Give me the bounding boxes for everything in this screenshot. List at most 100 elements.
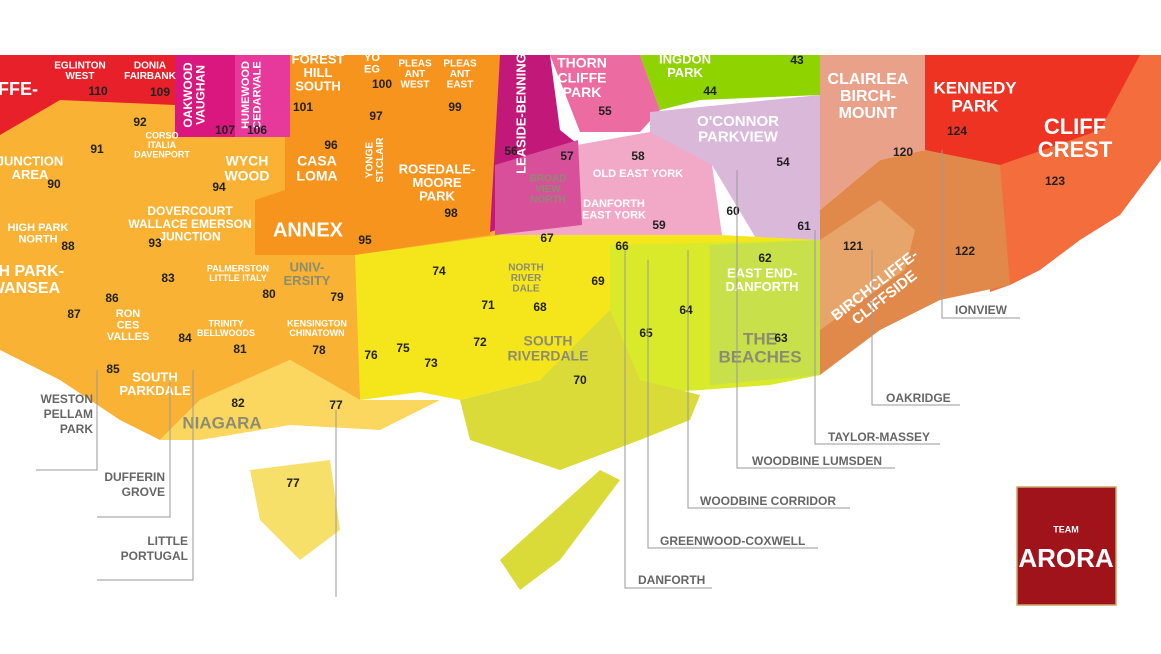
island: [500, 470, 620, 590]
label-line: AREA: [12, 167, 49, 182]
region-number: 60: [726, 204, 740, 218]
region-number: 97: [369, 109, 383, 123]
region-number: 58: [631, 149, 645, 163]
region-number: 66: [615, 239, 629, 253]
region-number: 75: [396, 341, 410, 355]
logo-top: TEAM: [1053, 524, 1079, 534]
region-label: FFE-: [0, 79, 38, 99]
label-line: SOUTH: [524, 333, 573, 349]
label-line: WYCH: [226, 153, 269, 169]
region-number: 96: [324, 138, 338, 152]
leader-line: [647, 260, 818, 549]
region: [460, 310, 700, 470]
region-number: 110: [88, 84, 108, 98]
label-line: ST.CLAIR: [375, 137, 386, 183]
callout-label: DUFFERIN: [104, 470, 165, 484]
leader-line: [814, 230, 940, 445]
callout-label: WESTON: [41, 392, 93, 406]
label-line: KENNEDY: [933, 78, 1017, 97]
label-line: WANSEA: [0, 280, 61, 297]
region-label: UNIV-ERSITY: [284, 259, 331, 288]
label-line: WALLACE EMERSON: [128, 217, 251, 231]
region-number: 86: [105, 291, 119, 305]
leader-line: [941, 150, 1020, 319]
region-number: 54: [776, 155, 790, 169]
label-line: CORSO: [145, 130, 178, 140]
label-line: VALLES: [107, 331, 150, 343]
region-number: 70: [573, 373, 587, 387]
callout-label: GROVE: [122, 485, 165, 499]
region-number: 65: [639, 326, 653, 340]
region-number: 64: [679, 303, 693, 317]
region-number: 101: [293, 100, 313, 114]
label-line: ANT: [405, 69, 426, 80]
leader-line: [871, 250, 960, 406]
region-number: 99: [448, 100, 462, 114]
region-number: 63: [774, 331, 788, 345]
label-line: DANFORTH: [726, 279, 799, 294]
label-line: DAVENPORT: [134, 149, 190, 159]
label-line: JUNCTION: [159, 229, 220, 243]
label-line: CHINATOWN: [289, 328, 344, 338]
label-line: CREST: [1038, 137, 1113, 162]
callout-label: GREENWOOD-COXWELL: [660, 534, 805, 548]
label-line: EG: [364, 63, 380, 75]
label-line: PLEAS: [443, 59, 477, 70]
region-number: 80: [262, 287, 276, 301]
label-line: PARKDALE: [119, 383, 191, 398]
label-line: TRINITY: [209, 318, 244, 328]
label-line: BELLWOODS: [197, 328, 255, 338]
label-line: RIVERDALE: [508, 347, 589, 363]
island: [250, 460, 340, 560]
label-line: CASA: [297, 153, 337, 169]
callout-label: IONVIEW: [955, 303, 1008, 317]
region-number: 67: [540, 231, 554, 245]
label-line: CEDARVALE: [252, 61, 264, 128]
label-line: FAIRBANK: [124, 71, 176, 82]
label-line: DONIA: [134, 61, 166, 72]
region-number: 77: [329, 398, 343, 412]
callout-label: LITTLE: [147, 534, 188, 548]
region-number: 124: [947, 124, 967, 138]
region: [255, 55, 500, 255]
region: [650, 95, 820, 245]
callout-label: TAYLOR-MASSEY: [828, 430, 930, 444]
leader-line: [624, 250, 712, 589]
region: [925, 55, 1161, 170]
label-line: HUMEWOOD: [240, 61, 252, 129]
label-line: FFE-: [0, 79, 38, 99]
logo-box: [1016, 486, 1117, 606]
label-line: RON: [116, 308, 141, 320]
callout-label: PORTUGAL: [121, 549, 188, 563]
label-line: OAKWOOD: [181, 62, 195, 128]
label-line: NIAGARA: [182, 413, 261, 432]
region-number: 71: [481, 298, 495, 312]
label-line: NORTH: [18, 233, 57, 245]
label-line: THORN: [557, 55, 607, 71]
label-line: JUNCTION: [0, 153, 63, 168]
region-number: 100: [372, 77, 392, 91]
region-label: OLD EAST YORK: [593, 168, 683, 180]
region: [175, 55, 235, 137]
label-line: YO: [364, 52, 380, 64]
callout-label: PELLAM: [44, 407, 93, 421]
region-number: 74: [432, 264, 446, 278]
label-line: KENSINGTON: [287, 318, 347, 328]
